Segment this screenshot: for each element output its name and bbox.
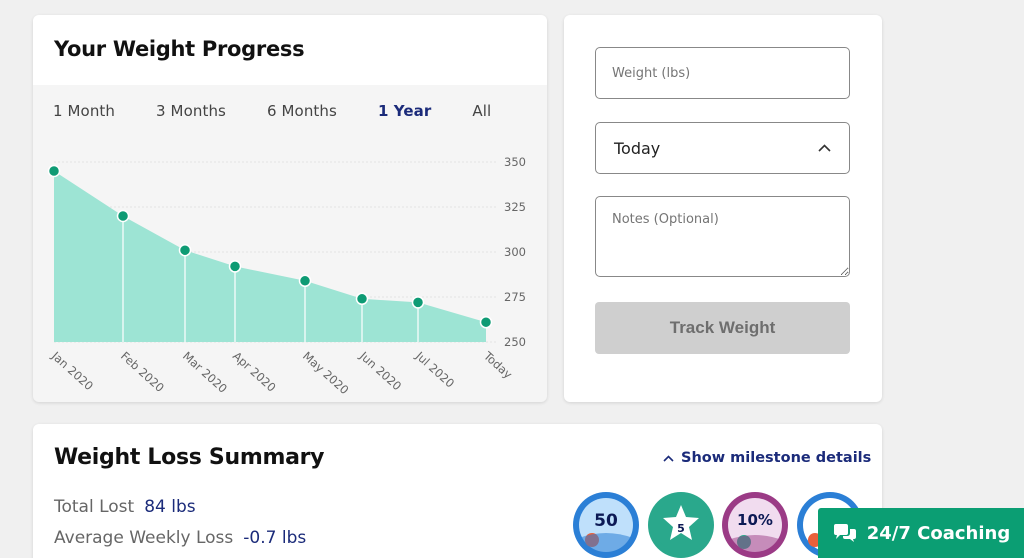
progress-title: Your Weight Progress [54,37,305,61]
data-point [298,274,312,288]
x-tick-label: Feb 2020 [118,349,167,395]
badge-5-label: 5 [677,521,685,535]
tab-1-month[interactable]: 1 Month [53,102,116,120]
balloon-icon [728,535,782,552]
chevron-up-icon [818,144,831,152]
track-weight-form: Today Track Weight [564,15,882,402]
tab-6-months[interactable]: 6 Months [266,102,337,120]
progress-header: Your Weight Progress [33,15,547,85]
data-point [178,243,192,257]
weight-input[interactable] [595,47,850,99]
star-icon [663,505,699,540]
coaching-chat-button[interactable]: 24/7 Coaching [818,508,1024,558]
badge-10-percent-label: 10% [737,511,773,529]
data-point [228,260,242,273]
weight-progress-card: Your Weight Progress 1 Month 3 Months 6 … [33,15,547,402]
y-tick-label: 325 [504,200,526,214]
x-tick-label: Today [480,348,515,381]
milestone-badge-5[interactable]: 5 [648,492,714,558]
summary-title: Weight Loss Summary [54,445,325,470]
total-lost-stat: Total Lost 84 lbs [54,497,196,517]
y-tick-label: 250 [504,335,526,349]
weight-chart: 350 325 300 275 250 Jan 2020 Feb 2020 Mar 2020 A… [47,155,526,397]
average-weekly-loss-value: -0.7 lbs [243,528,307,548]
x-tick-label: Jul 2020 [412,348,457,390]
area-series [54,171,486,342]
total-lost-label: Total Lost [54,497,135,517]
chat-bubbles-icon [833,524,856,542]
x-tick-label: Mar 2020 [180,349,230,396]
y-tick-label: 275 [504,290,526,304]
x-tick-label: Jan 2020 [48,348,96,393]
tab-1-year[interactable]: 1 Year [377,102,432,120]
data-point [355,292,369,306]
tab-3-months[interactable]: 3 Months [156,102,226,120]
tab-all[interactable]: All [472,102,492,120]
y-tick-label: 350 [504,155,526,169]
notes-textarea[interactable] [595,196,850,277]
milestone-badge-50[interactable]: 50 [573,492,639,558]
track-weight-button[interactable]: Track Weight [595,302,850,354]
chevron-up-icon [663,454,674,462]
x-tick-label: May 2020 [300,349,352,397]
badge-50-label: 50 [594,511,618,531]
data-point [47,164,61,178]
x-tick-label: Apr 2020 [230,349,279,395]
x-tick-label: Jun 2020 [356,348,404,393]
range-tabs: 1 Month 3 Months 6 Months 1 Year All [53,102,491,120]
data-point [479,315,493,329]
y-tick-label: 300 [504,245,526,259]
balloon-icon [579,533,633,552]
date-select[interactable]: Today [595,122,850,174]
coaching-label: 24/7 Coaching [866,522,1011,544]
date-select-value: Today [614,138,661,158]
data-point [116,209,130,223]
average-weekly-loss-label: Average Weekly Loss [54,528,234,548]
data-point [411,296,425,309]
show-milestone-details-link[interactable]: Show milestone details [663,450,871,466]
total-lost-value: 84 lbs [144,497,196,517]
average-weekly-loss-stat: Average Weekly Loss -0.7 lbs [54,528,306,548]
milestone-badge-10-percent[interactable]: 10% [722,492,788,558]
milestone-link-label: Show milestone details [681,450,872,466]
